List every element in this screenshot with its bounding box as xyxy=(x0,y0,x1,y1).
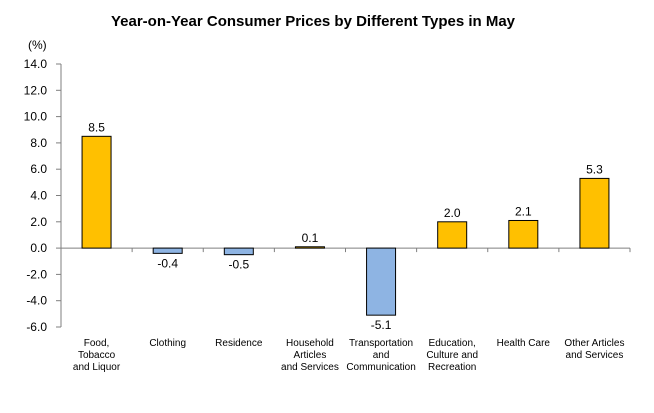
bar xyxy=(579,177,610,249)
y-axis: 14.0 12.0 10.0 8.0 6.0 4.0 2.0 0.0 -2.0 -4.0 -6.0 xyxy=(24,57,631,334)
x-tick-label: Health Care xyxy=(497,338,551,349)
y-tick-label: -4.0 xyxy=(26,294,47,308)
x-tick-label: Household Articles and Services xyxy=(281,338,339,373)
y-tick-label: 0.0 xyxy=(30,241,47,255)
x-tick-label: Food, Tobacco and Liquor xyxy=(73,338,121,373)
data-label: 2.0 xyxy=(444,206,461,220)
bar xyxy=(223,247,254,256)
data-label: -0.5 xyxy=(228,258,249,272)
data-label: -5.1 xyxy=(371,318,392,332)
y-tick-label: 2.0 xyxy=(30,215,47,229)
data-label: -0.4 xyxy=(157,256,178,270)
y-tick-label: 14.0 xyxy=(24,57,48,71)
bar xyxy=(366,247,397,316)
data-label: 0.1 xyxy=(302,231,319,245)
bar xyxy=(152,247,183,254)
y-tick-label: 4.0 xyxy=(30,189,47,203)
chart-title: Year-on-Year Consumer Prices by Differen… xyxy=(111,13,516,30)
data-label: 5.3 xyxy=(586,162,603,176)
y-tick-label: 10.0 xyxy=(24,110,48,124)
x-tick-label: Transportation and Communication xyxy=(346,338,415,373)
bar xyxy=(81,135,112,249)
y-tick-label: 6.0 xyxy=(30,162,47,176)
y-tick-label: -2.0 xyxy=(26,267,47,281)
y-tick-label: 8.0 xyxy=(30,136,47,150)
bar xyxy=(437,221,468,249)
data-label: 2.1 xyxy=(515,204,532,218)
bar xyxy=(508,219,539,249)
unit-label: (%) xyxy=(28,38,47,52)
y-tick-label: -6.0 xyxy=(26,320,47,334)
bar xyxy=(294,246,325,249)
y-tick-label: 12.0 xyxy=(24,83,48,97)
x-tick-label: Education, Culture and Recreation xyxy=(426,338,478,373)
bars: 8.5 -0.4 -0.5 0.1 -5.1 2.0 2.1 5.3 xyxy=(81,120,610,332)
x-tick-label: Clothing xyxy=(149,338,186,349)
x-tick-label: Residence xyxy=(215,338,263,349)
x-axis-labels: Food, Tobacco and Liquor Clothing Residence H… xyxy=(73,338,625,373)
data-label: 8.5 xyxy=(88,120,105,134)
x-tick-label: Other Articles and Services xyxy=(564,338,624,361)
